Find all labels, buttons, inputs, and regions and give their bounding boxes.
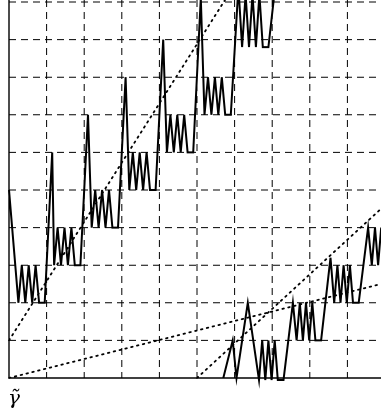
axes <box>8 0 381 379</box>
dotted-diagonal <box>8 0 226 342</box>
dotted-diagonal <box>8 283 381 379</box>
gamma-tilde-label: γ̃ <box>8 385 20 409</box>
zigzag-paths <box>8 0 381 389</box>
upper-zigzag-path <box>8 0 275 304</box>
dashed-grid <box>9 0 381 378</box>
lower-zigzag-path <box>222 218 381 389</box>
dotted-diagonal <box>196 207 381 379</box>
dotted-diagonals <box>8 0 381 379</box>
